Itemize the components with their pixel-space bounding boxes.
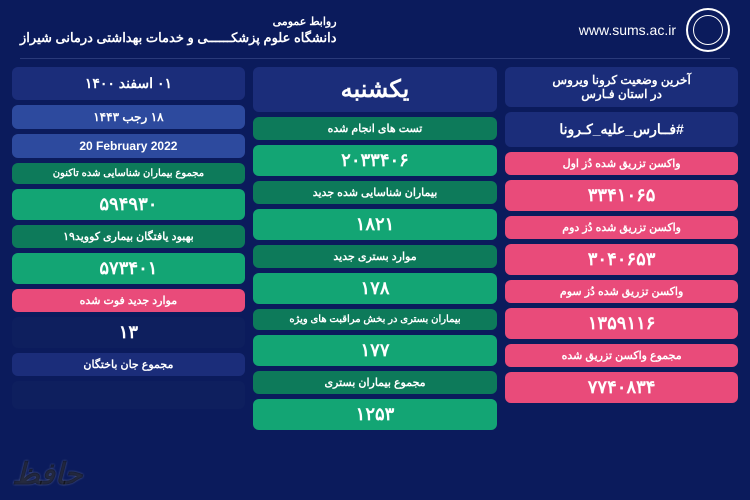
org-line2: دانشگاه علوم پزشکــــــی و خدمات بهداشتی… <box>20 30 337 46</box>
tests-value: ۲۰۳۳۴۰۶ <box>253 145 497 176</box>
new-cases-label: بیماران شناسایی شده جدید <box>253 181 497 204</box>
status-line1: آخرین وضعیت کرونا ویروس <box>509 73 734 87</box>
website-url: www.sums.ac.ir <box>579 22 676 38</box>
recovered-value: ۵۷۳۴۰۱ <box>12 253 245 284</box>
col-vaccines: آخرین وضعیت کرونا ویروس در استان فـارس #… <box>505 67 738 490</box>
total-cases-label: مجموع بیماران شناسایی شده تاکنون <box>12 163 245 184</box>
header: www.sums.ac.ir روابط عمومی دانشگاه علوم … <box>0 0 750 56</box>
col-dates-totals: ۰۱ اسفند ۱۴۰۰ ۱۸ رجب ۱۴۴۳ 20 February 20… <box>12 67 245 490</box>
date-hijri: ۱۸ رجب ۱۴۴۳ <box>12 105 245 129</box>
new-hosp-value: ۱۷۸ <box>253 273 497 304</box>
tests-label: تست های انجام شده <box>253 117 497 140</box>
university-logo-icon <box>686 8 730 52</box>
header-left: www.sums.ac.ir <box>579 8 730 52</box>
total-vax-label: مجموع واکسن تزریق شده <box>505 344 738 367</box>
new-cases-value: ۱۸۲۱ <box>253 209 497 240</box>
total-hosp-value: ۱۲۵۳ <box>253 399 497 430</box>
date-persian: ۰۱ اسفند ۱۴۰۰ <box>12 67 245 100</box>
icu-label: بیماران بستری در بخش مراقبت های ویژه <box>253 309 497 330</box>
recovered-label: بهبود یافتگان بیماری کووید۱۹ <box>12 225 245 248</box>
total-hosp-label: مجموع بیماران بستری <box>253 371 497 394</box>
total-vax-value: ۷۷۴۰۸۳۴ <box>505 372 738 403</box>
infographic-root: www.sums.ac.ir روابط عمومی دانشگاه علوم … <box>0 0 750 500</box>
dose1-label: واکسن تزریق شده دُز اول <box>505 152 738 175</box>
total-cases-value: ۵۹۴۹۳۰ <box>12 189 245 220</box>
org-line1: روابط عمومی <box>20 15 337 28</box>
header-titles: روابط عمومی دانشگاه علوم پزشکــــــی و خ… <box>20 15 337 46</box>
dose2-value: ۳۰۴۰۶۵۳ <box>505 244 738 275</box>
total-deaths-label: مجموع جان باختگان <box>12 353 245 376</box>
total-deaths-value-hidden <box>12 381 245 409</box>
col-daily: یکشنبه تست های انجام شده ۲۰۳۳۴۰۶ بیماران… <box>253 67 497 490</box>
status-title: آخرین وضعیت کرونا ویروس در استان فـارس <box>505 67 738 107</box>
new-deaths-value: ۱۳ <box>12 317 245 348</box>
new-hosp-label: موارد بستری جدید <box>253 245 497 268</box>
status-line2: در استان فـارس <box>509 87 734 101</box>
dose3-label: واکسن تزریق شده دُز سوم <box>505 280 738 303</box>
date-gregorian: 20 February 2022 <box>12 134 245 158</box>
dose2-label: واکسن تزریق شده دُز دوم <box>505 216 738 239</box>
dose1-value: ۳۳۴۱۰۶۵ <box>505 180 738 211</box>
watermark-text: حافظ <box>12 457 83 492</box>
hashtag: #فــارس_علیه_کـرونا <box>505 112 738 147</box>
new-deaths-label: موارد جدید فوت شده <box>12 289 245 312</box>
weekday: یکشنبه <box>253 67 497 112</box>
header-divider <box>20 58 730 59</box>
icu-value: ۱۷۷ <box>253 335 497 366</box>
main-grid: آخرین وضعیت کرونا ویروس در استان فـارس #… <box>0 61 750 500</box>
dose3-value: ۱۳۵۹۱۱۶ <box>505 308 738 339</box>
